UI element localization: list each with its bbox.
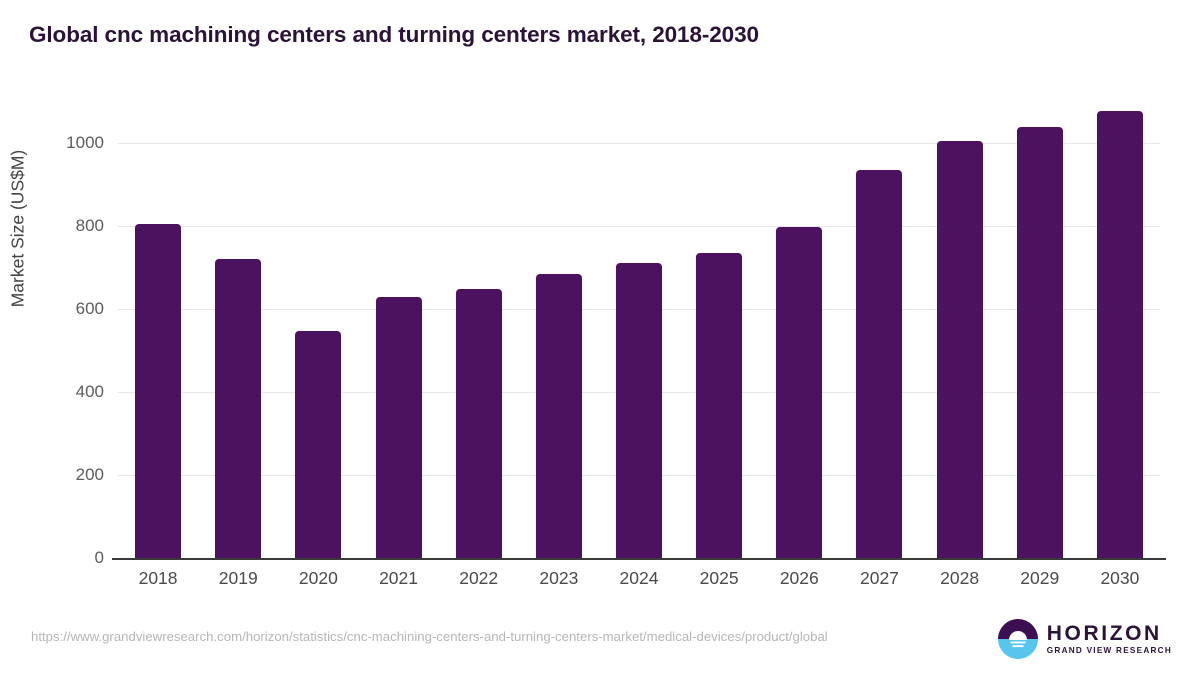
y-tick-label: 600 [75, 299, 104, 318]
y-tick-label: 400 [75, 382, 104, 401]
bar-2024[interactable] [616, 262, 662, 558]
x-axis-line [112, 558, 1166, 560]
x-tick-label-2025: 2025 [699, 568, 739, 588]
x-tick-label-2028: 2028 [940, 568, 980, 588]
bar-2028[interactable] [936, 140, 983, 558]
x-tick-label-2030: 2030 [1100, 568, 1140, 588]
bar-2030[interactable] [1096, 111, 1143, 558]
x-tick-label-2019: 2019 [218, 568, 258, 588]
x-tick-label-2020: 2020 [298, 568, 338, 588]
x-tick-label-2018: 2018 [138, 568, 178, 588]
logo-tagline: GRAND VIEW RESEARCH [1046, 645, 1172, 655]
x-tick-label-2024: 2024 [619, 568, 659, 588]
page-title: Global cnc machining centers and turning… [29, 22, 759, 47]
x-tick-label-2029: 2029 [1020, 568, 1060, 588]
y-tick-label: 800 [75, 216, 104, 235]
x-tick-label-2026: 2026 [779, 568, 819, 588]
bar-2022[interactable] [455, 289, 502, 558]
bar-2026[interactable] [776, 227, 823, 558]
bar-2023[interactable] [535, 273, 582, 558]
horizon-sun-circle-icon [997, 619, 1038, 659]
source-url[interactable]: https://www.grandviewresearch.com/horizo… [31, 629, 828, 644]
x-tick-label-2027: 2027 [859, 568, 899, 588]
x-tick-label-2022: 2022 [459, 568, 499, 588]
gridline [118, 143, 1160, 144]
y-axis: Market Size (US$M) 0 200 400 600 800 1000 [0, 0, 105, 675]
bar-2020[interactable] [295, 330, 342, 558]
x-tick-label-2021: 2021 [379, 568, 418, 588]
horizon-logo: HORIZON GRAND VIEW RESEARCH [997, 619, 1172, 659]
bar-2027[interactable] [856, 170, 903, 558]
bar-2018[interactable] [135, 223, 182, 558]
bar-2021[interactable] [375, 296, 422, 558]
logo-text: HORIZON GRAND VIEW RESEARCH [1047, 623, 1172, 655]
bar-2019[interactable] [215, 259, 262, 558]
bar-2029[interactable] [1016, 126, 1063, 558]
bar-2025[interactable] [696, 253, 743, 558]
y-tick-label: 200 [75, 465, 104, 484]
x-tick-label-2023: 2023 [539, 568, 579, 588]
y-tick-label: 0 [94, 548, 104, 567]
logo-wordmark: HORIZON [1046, 621, 1162, 645]
gridline [118, 226, 1160, 227]
plot-area [118, 111, 1160, 558]
y-tick-label: 1000 [66, 133, 104, 152]
